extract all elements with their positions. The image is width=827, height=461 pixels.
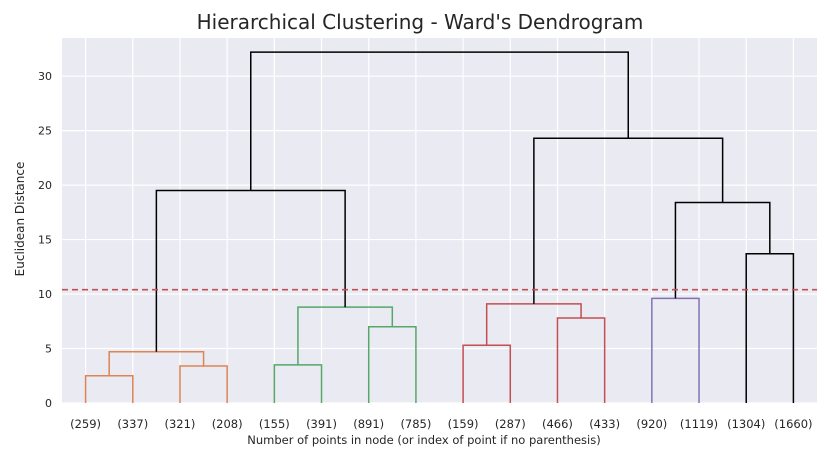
- y-tick-label: 0: [45, 397, 52, 410]
- y-tick-label: 30: [38, 70, 52, 83]
- x-tick-label: (337): [117, 417, 148, 431]
- x-tick-label: (1119): [680, 417, 718, 431]
- y-tick-label: 20: [38, 179, 52, 192]
- x-tick-label: (259): [70, 417, 101, 431]
- y-tick-label: 10: [38, 288, 52, 301]
- y-axis-label: Euclidean Distance: [13, 162, 27, 277]
- dendrogram-link: [651, 297, 700, 403]
- x-tick-label: (155): [259, 417, 290, 431]
- x-tick-label: (391): [306, 417, 337, 431]
- y-tick-label: 15: [38, 234, 52, 247]
- x-tick-label: (466): [542, 417, 573, 431]
- y-tick-labels: 0 5 10 15 20 25 30: [38, 70, 52, 410]
- x-axis-label: Number of points in node (or index of po…: [247, 433, 600, 447]
- dendrogram-link: [533, 137, 724, 304]
- x-tick-label: (433): [589, 417, 620, 431]
- x-tick-label: (1660): [774, 417, 812, 431]
- dendrogram-link: [273, 364, 323, 403]
- chart-title: Hierarchical Clustering - Ward's Dendrog…: [197, 10, 644, 34]
- dendrogram-link: [462, 344, 512, 403]
- plot-background: [62, 38, 817, 403]
- x-tick-label: (891): [353, 417, 384, 431]
- x-tick-label: (208): [212, 417, 243, 431]
- dendrogram-links: [84, 51, 795, 403]
- dendrogram-link: [556, 317, 606, 403]
- x-tick-label: (321): [165, 417, 196, 431]
- x-tick-label: (1304): [727, 417, 765, 431]
- y-tick-label: 25: [38, 125, 52, 138]
- y-tick-label: 5: [45, 343, 52, 356]
- dendrogram-link: [250, 51, 629, 191]
- x-tick-label: (785): [400, 417, 431, 431]
- x-tick-label: (287): [495, 417, 526, 431]
- x-tick-labels: (259) (337) (321) (208) (155) (391) (891) (785)…: [70, 417, 812, 431]
- x-tick-label: (159): [448, 417, 479, 431]
- x-tick-label: (920): [636, 417, 667, 431]
- dendrogram-link: [485, 303, 582, 346]
